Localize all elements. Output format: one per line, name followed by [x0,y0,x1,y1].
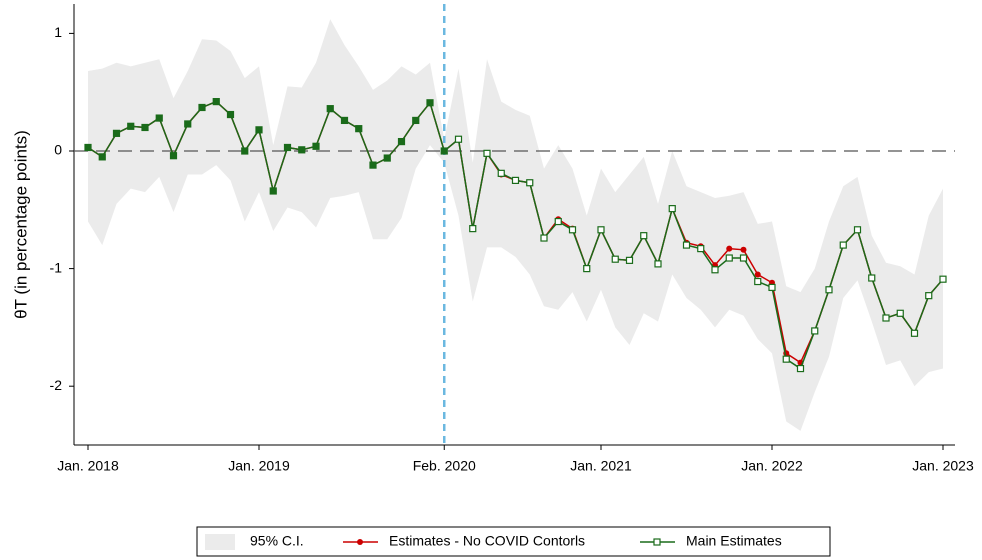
point [540,234,548,242]
point [882,314,890,322]
point [526,179,534,187]
point [184,120,192,128]
y-tick-label: 0 [54,142,62,158]
legend-marker [653,538,661,546]
point [155,114,163,122]
ci-band [88,19,943,431]
point [768,283,776,292]
point [668,205,676,213]
point [925,292,933,300]
point [298,146,306,154]
legend-label: Estimates - No COVID Contorls [389,533,585,549]
x-tick-label: Jan. 2021 [570,458,632,474]
point [426,99,434,107]
point [255,126,263,134]
point [825,286,833,294]
point [169,152,178,160]
point [226,110,235,119]
point [397,137,406,146]
point [811,327,819,335]
point [326,105,334,113]
point [497,169,505,177]
point [726,245,733,252]
point [640,232,648,240]
point [198,103,206,112]
point [440,147,448,155]
point [725,254,733,262]
point [112,129,121,137]
x-tick-label: Jan. 2022 [741,458,803,474]
point [754,277,762,286]
x-tick-label: Jan. 2018 [57,458,119,474]
legend-swatch [205,534,235,550]
y-tick-label: -2 [50,377,63,393]
point [269,187,277,195]
point [84,143,92,152]
point [910,329,919,337]
x-tick-label: Jan. 2023 [912,458,974,474]
point [469,225,477,233]
point [597,226,605,234]
point [283,143,292,152]
point [241,147,249,155]
point [739,254,748,262]
y-axis-label: θT (in percentage points) [11,130,30,319]
x-tick-label: Feb. 2020 [413,458,476,474]
point [754,271,761,278]
point [868,274,876,282]
point [212,98,220,106]
point [782,355,790,363]
point [853,226,862,234]
point [141,123,149,132]
point [796,364,805,373]
point [611,255,619,263]
point [312,142,320,150]
point [340,116,349,125]
point [127,122,135,130]
point [454,135,463,143]
point [383,154,391,162]
point [554,217,562,226]
point [740,246,747,253]
point [839,241,847,249]
legend-label: 95% C.I. [250,533,304,549]
point [568,226,577,234]
legend-box [196,526,831,557]
point [939,275,947,283]
point [697,245,705,253]
point [896,309,904,317]
legend-marker [357,539,363,545]
point [625,256,634,264]
point [654,260,662,268]
point [711,266,719,274]
point [583,265,591,273]
point [369,161,377,169]
point [98,153,106,161]
point [511,176,520,184]
point [483,149,491,157]
y-tick-label: 1 [54,24,62,40]
x-tick-label: Jan. 2019 [228,458,290,474]
point [355,125,363,133]
y-tick-label: -1 [50,259,63,275]
legend-label: Main Estimates [686,533,782,549]
point [412,116,420,125]
point [682,241,691,249]
